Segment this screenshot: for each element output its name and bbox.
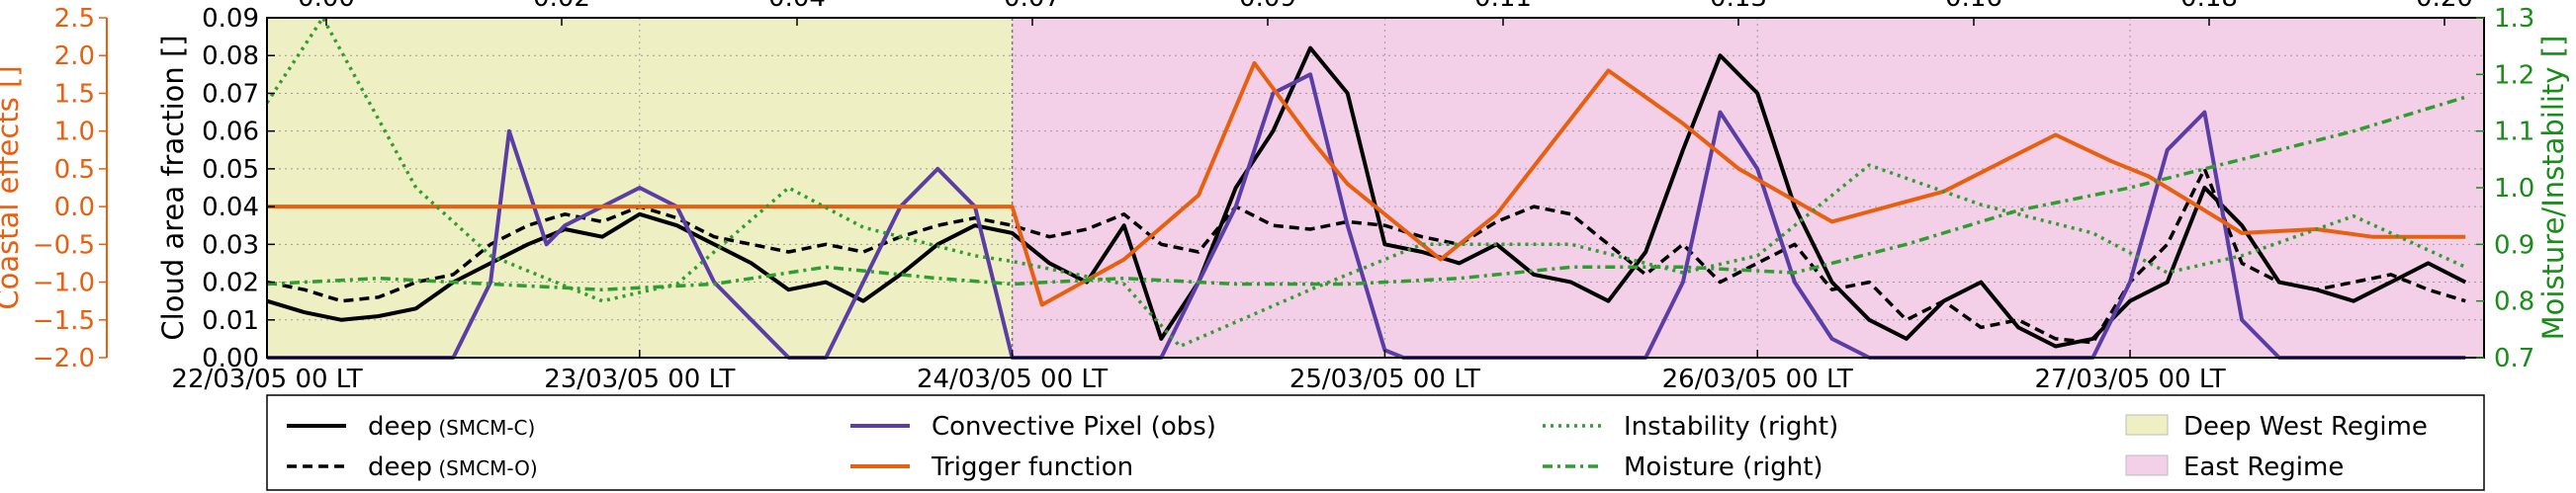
left-inner-tick-label: 0.03 [202,230,259,260]
legend-label-suffix: (SMCM-O) [432,456,538,480]
legend-label-suffix: (SMCM-C) [432,416,535,440]
left-outer-axis-label: Coastal effects [] [0,65,25,309]
left-outer-tick-label: 1.0 [54,118,95,147]
left-inner-tick-label: 0.08 [202,41,259,71]
legend-label: Instability (right) [1624,412,1838,442]
legend-label: deep (SMCM-O) [368,452,538,482]
legend-label-main: Moisture (right) [1624,452,1823,482]
legend-label: deep (SMCM-C) [368,412,535,442]
right-tick-label: 1.3 [2494,4,2534,34]
right-tick-label: 0.8 [2494,288,2534,317]
series-line-moisture-right [266,95,2466,291]
right-tick-label: 1.2 [2494,60,2534,90]
legend-label: Trigger function [931,452,1133,482]
series-line-convective-pixel-obs [267,72,2466,360]
left-inner-tick-label: 0.07 [202,79,259,109]
x-tick-label: 25/03/05 00 LT [1289,365,1480,394]
left-inner-tick-label: 0.06 [202,118,259,147]
legend-label-main: Instability (right) [1624,412,1838,442]
legend-label-main: East Regime [2183,452,2344,482]
left-inner-tick-label: 0.09 [202,4,259,34]
legend-label-main: deep [368,452,432,482]
legend-label-main: Deep West Regime [2183,412,2428,442]
left-inner-tick-label: 0.04 [202,193,259,222]
top-tick-label: 0.04 [768,0,826,13]
left-inner-tick-label: 0.00 [202,344,259,373]
regime-band-east [1012,18,2484,358]
right-tick-label: 0.7 [2494,344,2534,373]
top-tick-label: 0.00 [298,0,355,13]
x-tick-label: 26/03/05 00 LT [1662,365,1853,394]
left-inner-axis-label: Cloud area fraction [] [156,35,190,340]
left-outer-tick-label: 1.5 [54,79,95,109]
left-outer-tick-label: 2.5 [54,4,95,34]
left-outer-tick-label: −1.5 [33,306,95,336]
left-outer-tick-label: 0.5 [54,155,95,185]
left-outer-tick-label: −0.5 [33,230,95,260]
right-tick-label: 0.9 [2494,230,2534,260]
legend: deep (SMCM-C)deep (SMCM-O)Convective Pix… [266,394,2485,491]
series [265,16,2467,360]
left-outer-tick-label: −1.0 [33,269,95,298]
x-tick-label: 23/03/05 00 LT [544,365,735,394]
legend-swatch [2125,454,2169,476]
top-tick-label: 0.18 [2180,0,2238,13]
legend-label-main: Trigger function [931,452,1133,482]
legend-label: East Regime [2183,452,2344,482]
x-tick-label: 24/03/05 00 LT [917,365,1108,394]
top-tick-label: 0.13 [1710,0,1767,13]
left-outer-tick-label: −2.0 [33,344,95,373]
right-tick-label: 1.0 [2494,174,2534,204]
left-outer-tick-label: 0.0 [54,193,95,222]
top-tick-label: 0.07 [1004,0,1061,13]
legend-label: Moisture (right) [1624,452,1823,482]
legend-box [266,394,2485,491]
right-tick-label: 1.1 [2494,118,2534,147]
x-tick-label: 22/03/05 00 LT [171,365,362,394]
legend-label-main: deep [368,412,432,442]
top-tick-label: 0.09 [1239,0,1296,13]
left-inner-tick-label: 0.02 [202,269,259,298]
legend-label: Deep West Regime [2183,412,2428,442]
left-outer-tick-label: 2.0 [54,41,95,71]
x-tick-label: 27/03/05 00 LT [2034,365,2225,394]
left-inner-tick-label: 0.01 [202,306,259,336]
series-line-deep-smcm-o [266,167,2466,345]
legend-label: Convective Pixel (obs) [932,412,1216,442]
axes: 0.00 0.01 0.02 0.03 0.04 0.05 0.06 0.07 0.08 0.09… [0,0,2570,394]
right-axis-label: Moisture/Instability [] [2536,36,2570,341]
regime-backgrounds [267,18,2484,358]
top-tick-label: 0.20 [2416,0,2473,13]
legend-label-main: Convective Pixel (obs) [932,412,1216,442]
top-tick-label: 0.11 [1474,0,1532,13]
left-inner-tick-label: 0.05 [202,155,259,185]
series-line-trigger-function [267,60,2466,307]
top-tick-label: 0.16 [1945,0,2002,13]
legend-swatch [2125,414,2169,436]
top-tick-label: 0.02 [533,0,590,13]
